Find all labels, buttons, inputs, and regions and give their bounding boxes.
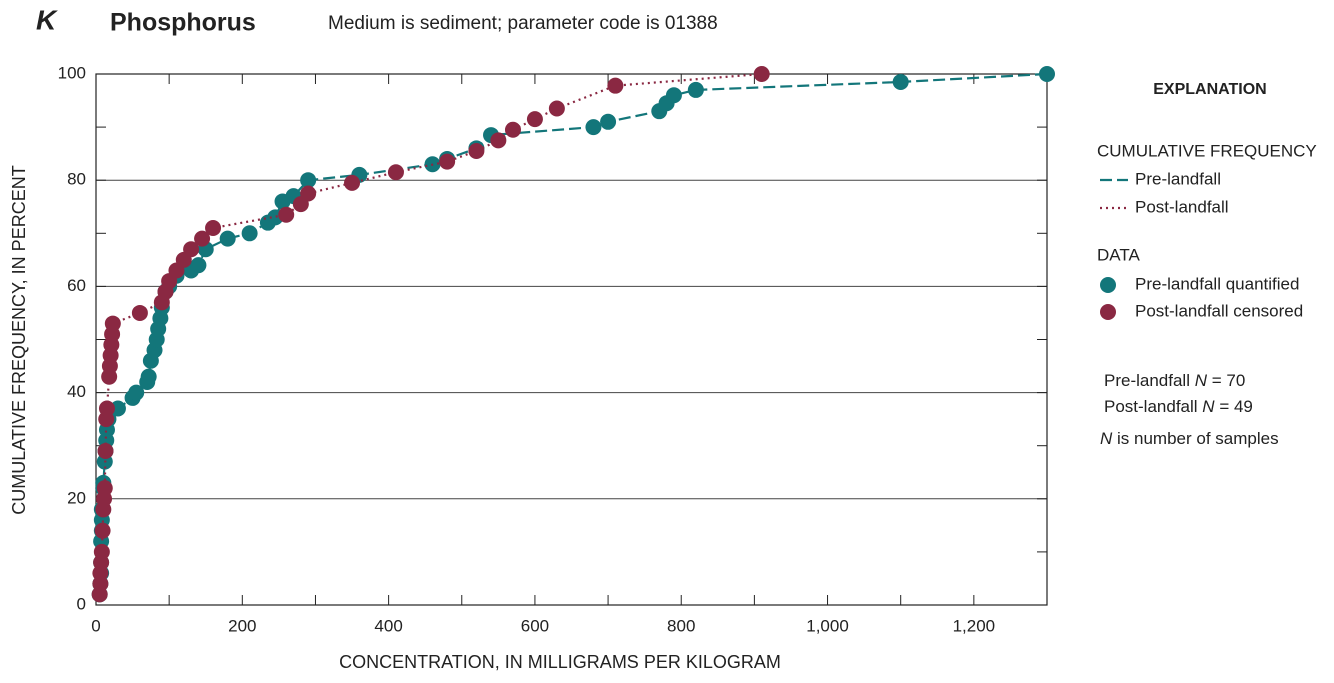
data-point [128, 384, 145, 401]
note-suffix: = 49 [1219, 397, 1253, 416]
x-axis-label: CONCENTRATION, IN MILLIGRAMS PER KILOGRA… [339, 652, 781, 672]
note-suffix: = 70 [1212, 371, 1246, 390]
y-axis-label: CUMULATIVE FREQUENCY, IN PERCENT [9, 165, 29, 514]
note: N is number of samples [1100, 429, 1279, 448]
data-point [194, 230, 211, 247]
legend-label: Pre-landfall [1135, 169, 1221, 188]
data-point [93, 543, 110, 560]
data-point [190, 257, 207, 274]
data-point [241, 225, 258, 242]
x-tick-label: 0 [91, 616, 100, 635]
data-point [344, 174, 361, 191]
data-point [585, 119, 602, 136]
x-tick-label: 800 [667, 616, 695, 635]
note-prefix: Post-landfall [1104, 397, 1198, 416]
legend-label: Post-landfall censored [1135, 301, 1303, 320]
data-point [607, 77, 624, 94]
y-tick-label: 60 [67, 276, 86, 295]
note: Post-landfall N = 49 [1104, 397, 1253, 416]
data-point [205, 219, 222, 236]
note-prefix: Pre-landfall [1104, 371, 1190, 390]
data-point [300, 185, 317, 202]
legend-marker [1100, 277, 1116, 293]
chart-title: Phosphorus [110, 9, 256, 37]
note-suffix: is number of samples [1117, 429, 1279, 448]
data-point [97, 443, 114, 460]
data-point [96, 480, 113, 497]
note-symbol: N [1100, 429, 1113, 448]
chart-subtitle: Medium is sediment; parameter code is 01… [328, 13, 718, 34]
data-point [600, 113, 617, 130]
data-point [548, 100, 565, 117]
data-point [183, 241, 200, 258]
data-point [687, 81, 704, 98]
y-tick-label: 80 [67, 170, 86, 189]
x-tick-label: 1,000 [806, 616, 849, 635]
y-tick-label: 100 [58, 63, 86, 82]
data-point [98, 400, 115, 417]
cumulative-line [98, 72, 762, 595]
legend-marker [1100, 304, 1116, 320]
data-point [504, 121, 521, 138]
data-point [665, 87, 682, 104]
panel-label: K [36, 4, 58, 35]
data-point [468, 142, 485, 159]
cumulative-line [98, 72, 1048, 595]
data-point [387, 164, 404, 181]
data-point [104, 315, 121, 332]
x-tick-label: 400 [374, 616, 402, 635]
plot-frame [95, 73, 1048, 606]
data-point [526, 111, 543, 128]
data-point [109, 400, 126, 417]
data-point [490, 132, 507, 149]
legend-marker-title: DATA [1097, 245, 1140, 264]
data-point [94, 522, 111, 539]
note-symbol: N [1195, 371, 1208, 390]
data-point [219, 230, 236, 247]
data-point [140, 368, 157, 385]
legend-label: Pre-landfall quantified [1135, 274, 1299, 293]
data-point [892, 73, 909, 90]
y-tick-label: 40 [67, 382, 86, 401]
legend-label: Post-landfall [1135, 197, 1229, 216]
y-tick-label: 20 [67, 488, 86, 507]
x-tick-label: 200 [228, 616, 256, 635]
y-tick-label: 0 [77, 594, 86, 613]
legend-line-title: CUMULATIVE FREQUENCY [1097, 141, 1317, 160]
data-point [300, 172, 317, 189]
data-point [1039, 66, 1055, 82]
data-point [131, 304, 148, 321]
data-point [439, 153, 456, 170]
x-tick-label: 600 [521, 616, 549, 635]
legend-title: EXPLANATION [1153, 81, 1266, 98]
data-point [753, 66, 770, 82]
note-symbol: N [1202, 397, 1215, 416]
x-tick-label: 1,200 [953, 616, 996, 635]
note: Pre-landfall N = 70 [1104, 371, 1245, 390]
data-point [278, 206, 295, 223]
